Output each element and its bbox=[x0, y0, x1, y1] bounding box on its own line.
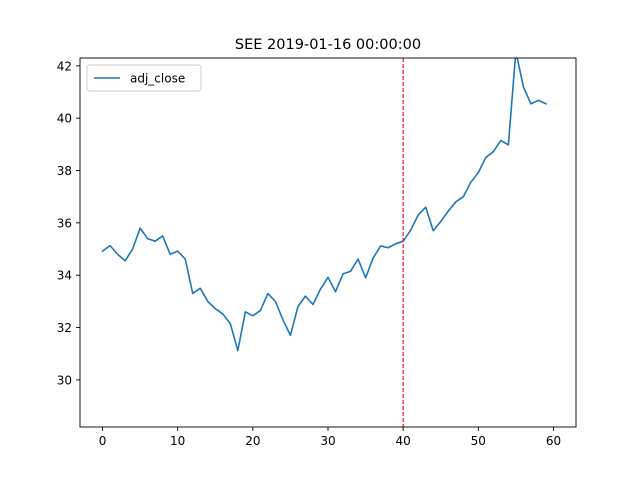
x-tick-label: 30 bbox=[320, 434, 335, 448]
x-tick-label: 60 bbox=[546, 434, 561, 448]
axes: 0 10 20 30 40 50 60 30 32 34 36 38 40 42 bbox=[57, 57, 577, 448]
y-tick-label: 32 bbox=[57, 321, 72, 335]
legend-box bbox=[86, 64, 202, 92]
series-line-adj_close bbox=[101, 58, 547, 352]
y-tick-label: 30 bbox=[57, 373, 72, 387]
y-tick-label: 40 bbox=[57, 112, 72, 126]
y-tick-label: 38 bbox=[57, 164, 72, 178]
y-tick-label: 42 bbox=[57, 59, 72, 73]
plot-content bbox=[101, 58, 547, 427]
x-tick-label: 10 bbox=[170, 434, 185, 448]
y-tick-label: 36 bbox=[57, 216, 72, 230]
x-tick-label: 40 bbox=[396, 434, 411, 448]
chart-title: SEE 2019-01-16 00:00:00 bbox=[235, 37, 421, 53]
y-tick-label: 34 bbox=[57, 269, 72, 283]
legend: adj_close bbox=[86, 64, 202, 92]
plot-area bbox=[101, 58, 547, 427]
x-tick-label: 20 bbox=[245, 434, 260, 448]
x-tick-label: 50 bbox=[471, 434, 486, 448]
legend-label: adj_close bbox=[130, 72, 185, 86]
x-tick-label: 0 bbox=[99, 434, 107, 448]
